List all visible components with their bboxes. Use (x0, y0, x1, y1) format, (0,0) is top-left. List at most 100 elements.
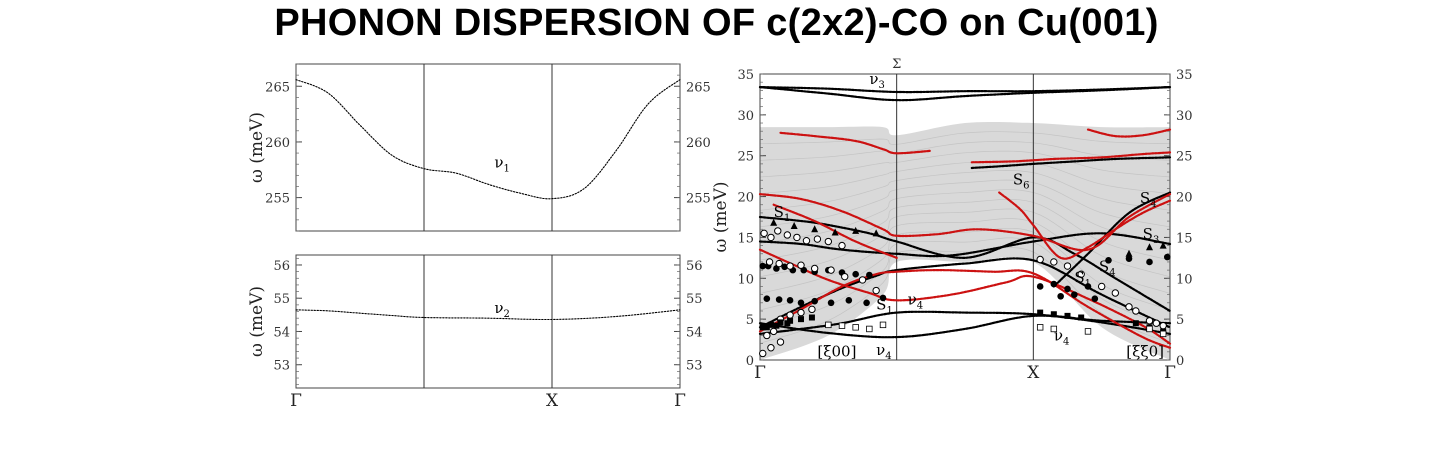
surface-xtick-label: Γ (754, 363, 766, 383)
exp-filled-square (1037, 309, 1044, 316)
nu2-ytick-label-right: 56 (686, 259, 703, 274)
nu1-ytick-label-left: 260 (265, 136, 290, 151)
exp-filled-circle (1105, 257, 1112, 264)
nu2-ytick-label-left: 56 (273, 259, 290, 274)
exp-open-circle (765, 258, 774, 266)
surface-series-9 (758, 193, 1172, 252)
surface-series-line (758, 215, 1172, 313)
exp-open-circle (1132, 307, 1140, 315)
surface-series-line (998, 191, 1172, 260)
bulk-band-line (759, 227, 1171, 311)
exp-open-circle (1036, 255, 1044, 264)
surface-annotation-7: S1 (876, 295, 893, 316)
exp-open-circle (1159, 321, 1167, 330)
nu2-ytick-label-left: 55 (273, 292, 290, 307)
bulk-band-line (760, 131, 1171, 145)
exp-open-circle (760, 229, 768, 238)
exp-open-circle (775, 259, 783, 268)
surface-series-14 (1086, 128, 1172, 138)
surface-series-line (758, 86, 1172, 102)
exp-filled-triangle (811, 225, 819, 233)
exp-filled-circle (845, 297, 853, 304)
surface-series-line (758, 232, 1172, 258)
surface-series-line (758, 269, 1172, 349)
exp-open-circle (1125, 303, 1133, 311)
exp-open-circle (767, 344, 775, 352)
exp-filled-square (759, 324, 766, 331)
bulk-band-line (759, 198, 1171, 261)
exp-open-circle (802, 236, 811, 245)
exp-filled-triangle (1125, 249, 1133, 257)
nu2-series-0 (295, 309, 681, 321)
surface-annotation-11: [ξ00] (817, 343, 856, 361)
surface-annotation-9: ν4 (876, 341, 892, 362)
nu2-ytick-label-left: 54 (273, 325, 290, 340)
surface-annotation-10: ν4 (1054, 326, 1070, 347)
exp-filled-circle (866, 271, 873, 279)
exp-open-circle (1145, 317, 1154, 325)
exp-open-circle (808, 305, 816, 314)
exp-open-circle (759, 349, 767, 358)
exp-filled-circle (1163, 253, 1171, 261)
exp-open-circle (841, 272, 849, 281)
surface-ytick-label-right: 15 (1176, 231, 1193, 246)
bulk-band-line (759, 141, 1171, 161)
exp-filled-circle (1091, 295, 1099, 303)
nu1-series-0 (295, 79, 681, 200)
exp-open-circle (872, 286, 880, 295)
exp-open-circle (838, 241, 846, 250)
exp-filled-circle (1071, 291, 1078, 298)
surface-ytick-label-right: 5 (1176, 313, 1184, 328)
exp-filled-triangle (872, 229, 880, 237)
surface-series-8 (1052, 191, 1172, 288)
exp-open-circle (1063, 262, 1072, 270)
exp-filled-square (798, 316, 804, 323)
surface-ytick-label-left: 20 (737, 191, 754, 206)
exp-open-circle (783, 231, 792, 239)
exp-filled-circle (1084, 283, 1092, 290)
exp-open-square (1050, 325, 1058, 333)
surface-series-12 (779, 131, 932, 155)
exp-filled-circle (1146, 258, 1153, 266)
exp-open-circle (786, 262, 794, 270)
nu1-ylabel: ω (meV) (247, 112, 267, 183)
bulk-band (760, 122, 1170, 360)
exp-filled-square (1050, 311, 1057, 318)
exp-filled-square (1078, 314, 1085, 321)
exp-filled-circle (811, 297, 818, 305)
surface-annotation-8: ν4 (908, 290, 924, 311)
nu2-ytick-label-left: 53 (273, 359, 290, 374)
exp-open-square (825, 321, 832, 329)
exp-filled-square (1064, 312, 1071, 319)
exp-filled-circle (1064, 285, 1071, 293)
nu2-panel: 53 53 54 54 55 55 56 56 ω (meV) Γ X Γν2 (247, 254, 703, 411)
surface-ytick-label-right: 30 (1176, 109, 1193, 124)
exp-open-circle (827, 266, 835, 274)
nu2-xtick-label: Γ (290, 391, 302, 411)
surface-panel: 0 0 5 5 10 10 15 15 20 20 25 25 30 30 35 35 ω (meV) Γ X Γ Σν… (711, 57, 1193, 383)
nu1-frame (295, 63, 681, 232)
surface-series-6 (758, 232, 1172, 258)
exp-open-circle (769, 327, 778, 336)
exp-open-square (1146, 325, 1153, 333)
nu1-panel: 255 255 260 260 265 265 ω (meV) ν1 (247, 63, 711, 232)
nu1-ytick-label-right: 265 (686, 80, 711, 95)
exp-open-circle (1152, 319, 1161, 327)
exp-filled-square (784, 320, 791, 327)
exp-open-square (1159, 330, 1167, 338)
experimental-points (759, 218, 1171, 358)
exp-filled-circle (1125, 255, 1133, 262)
surface-top-label: Σ (892, 57, 901, 72)
surface-annotation-6: S1 (1074, 268, 1091, 289)
nu1-ytick-label-right: 255 (686, 192, 711, 207)
surface-series-line (970, 156, 1172, 170)
exp-filled-circle (827, 299, 835, 307)
surface-ytick-label-right: 35 (1176, 68, 1193, 83)
exp-open-square (838, 322, 846, 329)
nu2-ytick-label-right: 53 (686, 359, 703, 374)
exp-open-square (879, 321, 887, 329)
exp-open-circle (797, 308, 805, 317)
exp-open-circle (1111, 289, 1120, 297)
bulk-band-line (759, 179, 1171, 228)
bulk-band-line (759, 150, 1171, 178)
